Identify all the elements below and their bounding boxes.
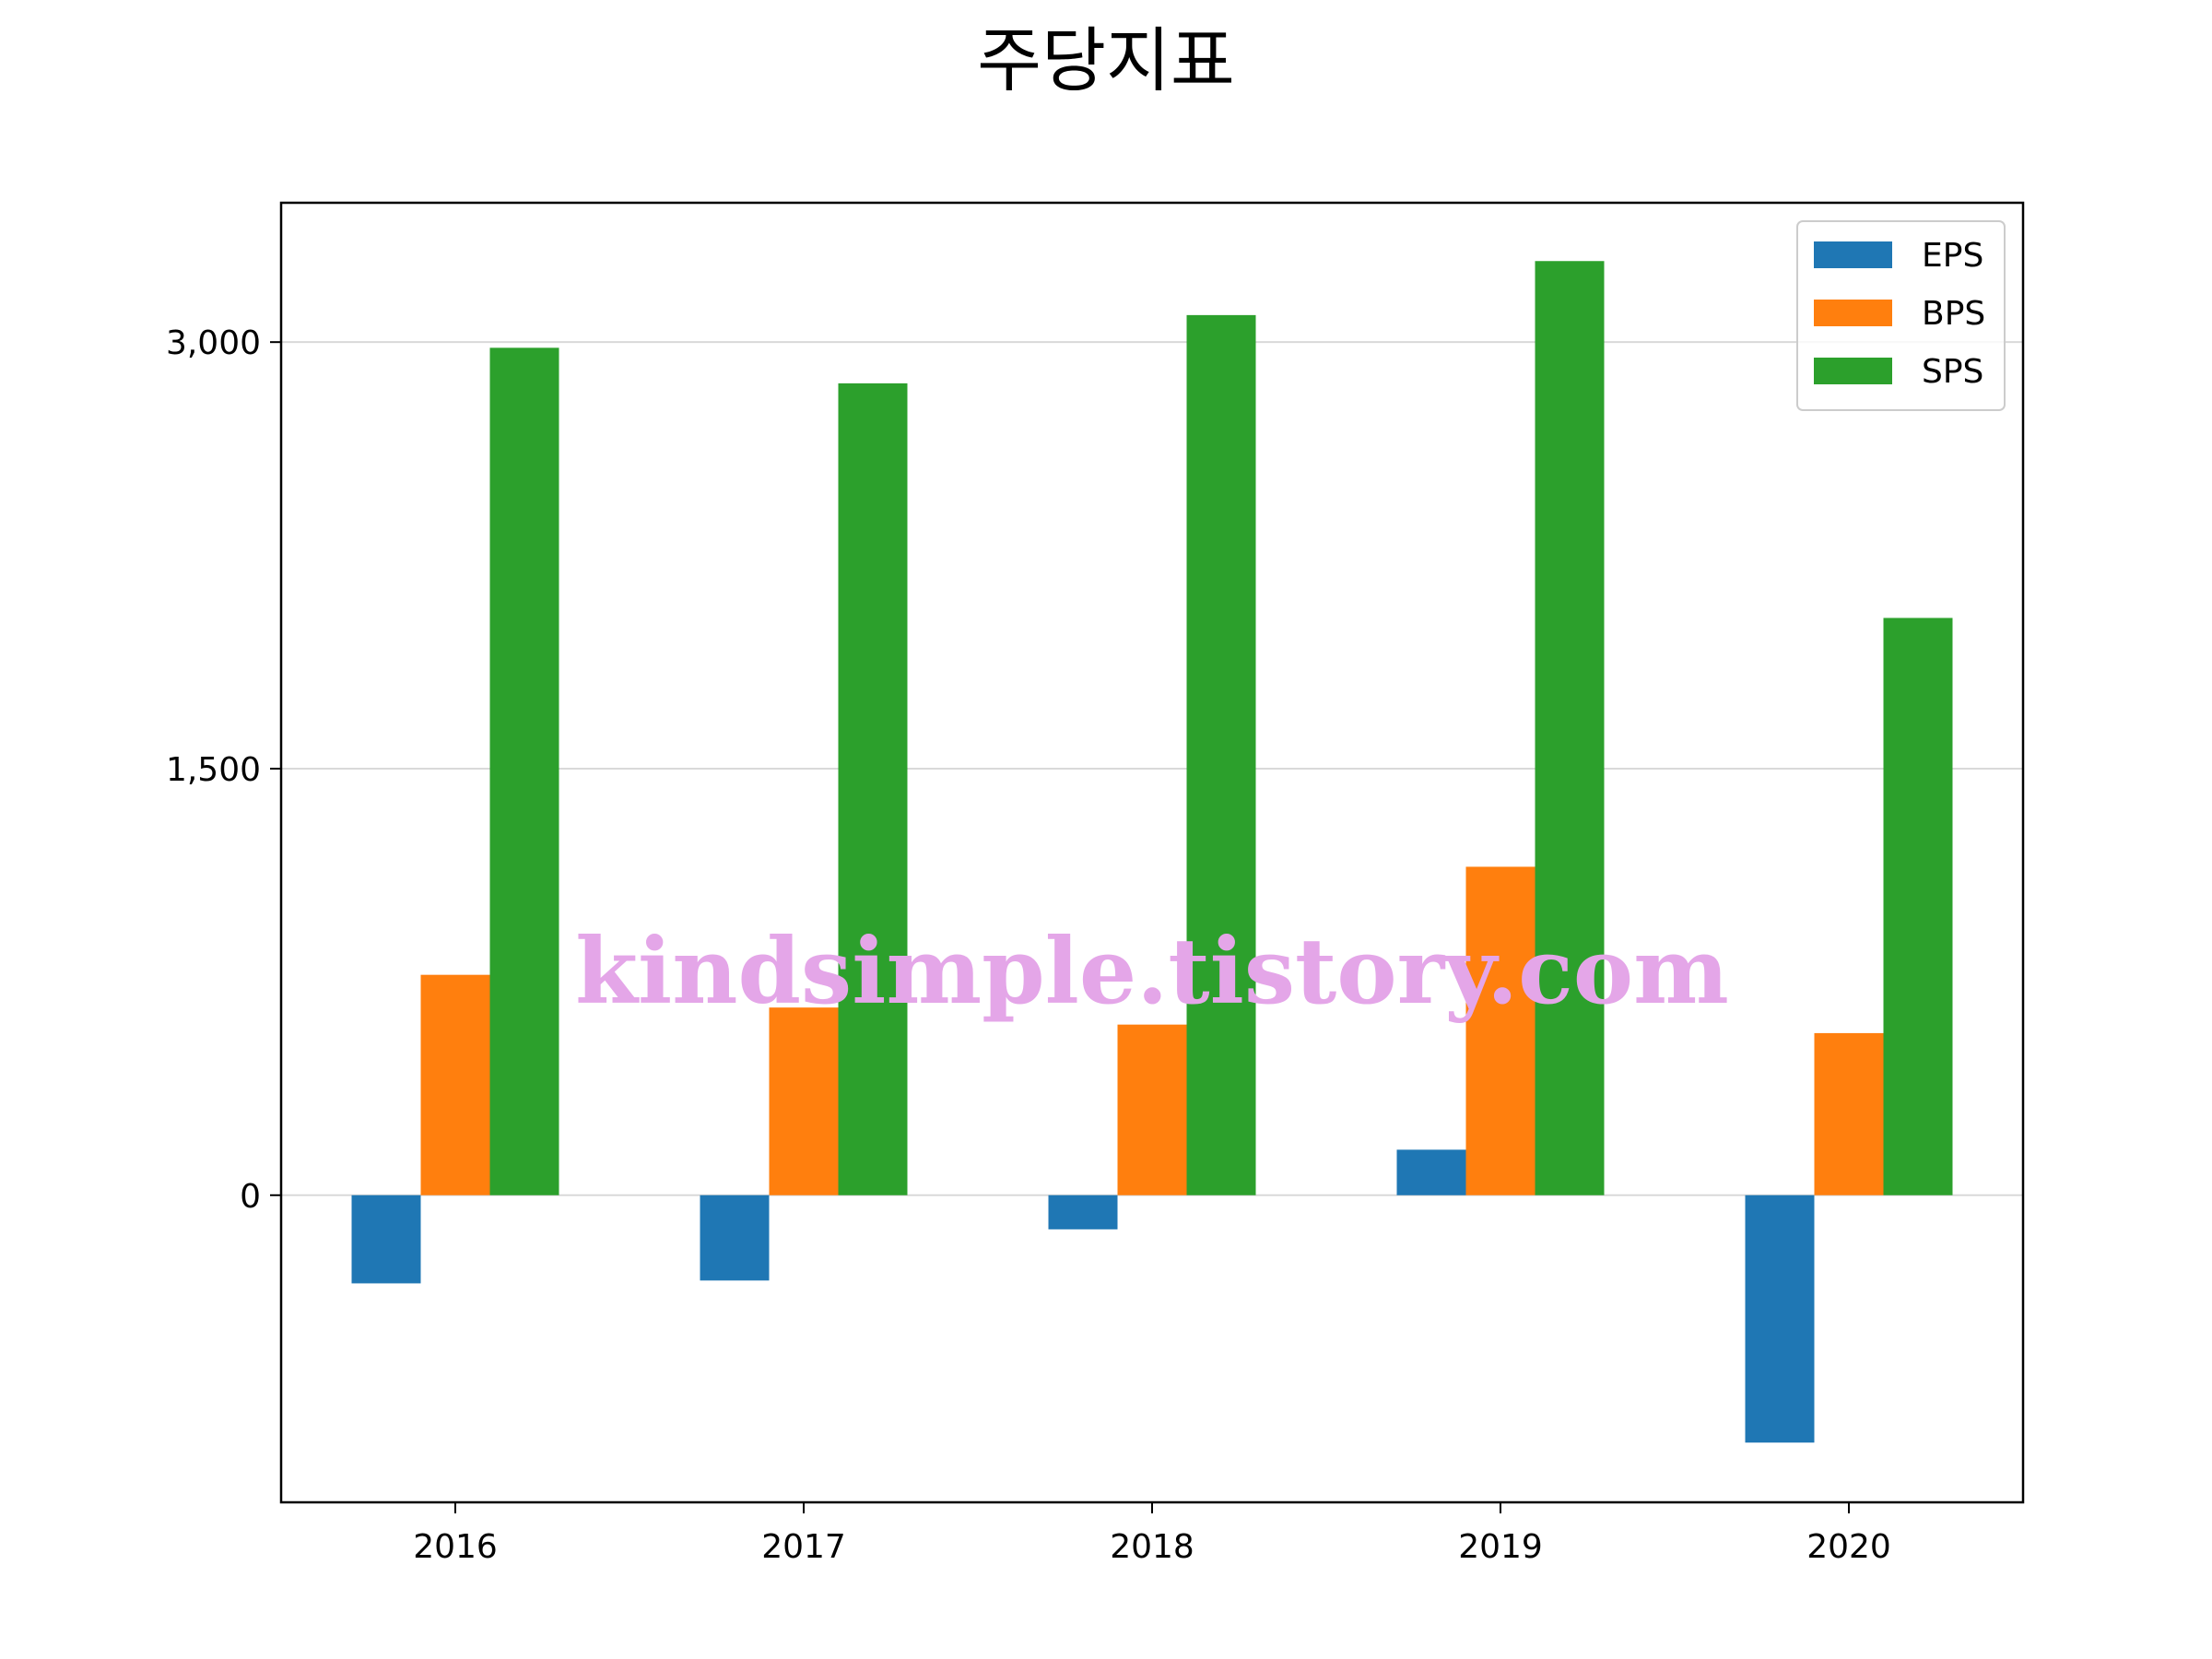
x-axis: 2016 2017 2018 2019 2020 <box>413 1502 1891 1566</box>
y-tick-label: 3,000 <box>166 324 261 362</box>
bars <box>351 261 1953 1443</box>
legend: EPS BPS SPS <box>1796 220 2006 411</box>
legend-swatch-sps <box>1814 358 1892 384</box>
legend-label-sps: SPS <box>1922 353 1983 391</box>
bar-bps-2016 <box>420 974 490 1195</box>
x-tick-label: 2020 <box>1806 1528 1891 1566</box>
x-tick-label: 2019 <box>1458 1528 1543 1566</box>
bar-bps-2020 <box>1814 1032 1884 1195</box>
x-tick-label: 2016 <box>413 1528 498 1566</box>
x-tick-label: 2017 <box>761 1528 846 1566</box>
bar-eps-2020 <box>1745 1194 1815 1443</box>
chart-title: 주당지표 <box>977 19 1235 101</box>
bar-sps-2020 <box>1883 618 1953 1195</box>
bar-bps-2019 <box>1465 866 1535 1195</box>
y-tick-label: 0 <box>240 1178 261 1216</box>
bar-sps-2018 <box>1186 314 1256 1195</box>
bar-eps-2016 <box>351 1194 421 1284</box>
y-tick-label: 1,500 <box>166 751 261 789</box>
legend-swatch-eps <box>1814 241 1892 268</box>
watermark: kindsimple.tistory.com <box>575 919 1729 1025</box>
bar-eps-2017 <box>700 1194 770 1281</box>
bar-eps-2018 <box>1048 1194 1118 1230</box>
legend-label-eps: EPS <box>1922 237 1983 275</box>
x-tick-label: 2018 <box>1110 1528 1194 1566</box>
bar-bps-2018 <box>1117 1024 1187 1195</box>
bar-eps-2019 <box>1396 1149 1466 1195</box>
y-axis: 0 1,500 3,000 <box>166 324 281 1216</box>
bar-sps-2016 <box>489 347 559 1195</box>
legend-swatch-bps <box>1814 300 1892 326</box>
bar-sps-2017 <box>838 382 908 1195</box>
bar-bps-2017 <box>769 1007 839 1195</box>
bar-sps-2019 <box>1535 261 1605 1195</box>
legend-label-bps: BPS <box>1922 295 1985 333</box>
